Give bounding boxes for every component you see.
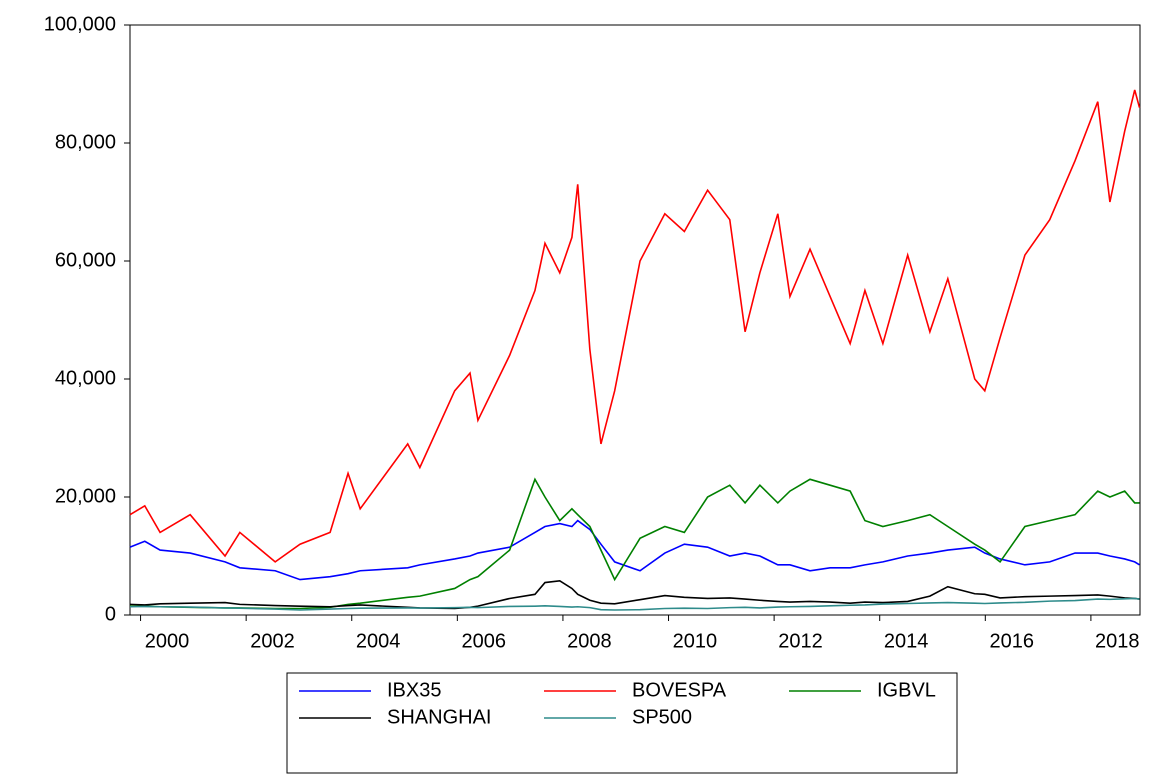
- y-tick-label: 80,000: [55, 131, 116, 153]
- y-tick-label: 60,000: [55, 249, 116, 271]
- x-tick-label: 2002: [250, 630, 295, 652]
- legend-label: SHANGHAI: [387, 706, 491, 728]
- x-tick-label: 2008: [567, 630, 612, 652]
- legend-label: IBX35: [387, 679, 441, 701]
- legend-box: [286, 672, 958, 774]
- plot-frame: [129, 24, 1141, 616]
- x-tick-label: 2018: [1095, 630, 1140, 652]
- x-tick-label: 2014: [884, 630, 929, 652]
- x-tick-label: 2010: [673, 630, 718, 652]
- x-tick-label: 2016: [989, 630, 1034, 652]
- y-tick-label: 20,000: [55, 485, 116, 507]
- legend-label: BOVESPA: [632, 679, 727, 701]
- y-tick-label: 100,000: [44, 13, 116, 35]
- series-line: [129, 89, 1141, 563]
- x-tick-label: 2000: [145, 630, 190, 652]
- series-line: [129, 579, 1140, 610]
- x-tick-label: 2012: [778, 630, 823, 652]
- series-line: [129, 519, 1140, 581]
- y-tick-label: 40,000: [55, 367, 116, 389]
- legend-label: IGBVL: [877, 679, 936, 701]
- x-tick-label: 2004: [356, 630, 401, 652]
- x-tick-label: 2006: [461, 630, 506, 652]
- legend-label: SP500: [632, 706, 692, 728]
- series-line: [129, 597, 1140, 611]
- series-line: [130, 477, 1140, 610]
- y-tick-label: 0: [105, 603, 116, 625]
